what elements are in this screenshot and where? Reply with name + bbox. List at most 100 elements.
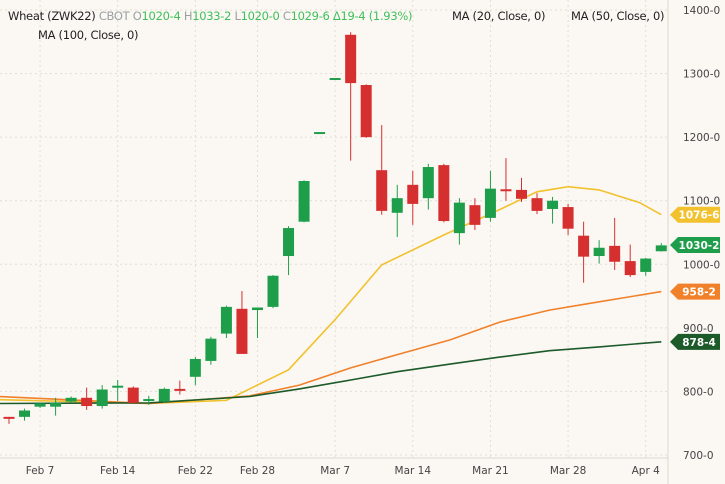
- candle: [422, 163, 434, 210]
- candle-body: [640, 258, 652, 272]
- y-tick-label: 700-0: [683, 450, 714, 462]
- candle-body: [515, 189, 527, 199]
- candle: [469, 198, 481, 230]
- x-tick-label: Mar 28: [550, 465, 587, 477]
- ma20-price-tag-text: 1076-6: [679, 210, 720, 222]
- low-label: L: [234, 9, 241, 23]
- candle: [50, 397, 62, 416]
- candle-body: [251, 307, 263, 311]
- candle: [189, 357, 201, 386]
- candle: [96, 385, 108, 409]
- candle-body: [593, 247, 605, 257]
- candle: [283, 226, 295, 276]
- ma100-legend[interactable]: MA (100, Close, 0): [38, 28, 139, 42]
- x-tick-label: Mar 21: [472, 465, 509, 477]
- x-tick-label: Mar 14: [395, 465, 432, 477]
- candle-body: [267, 275, 279, 307]
- open-value: 1020-4: [141, 9, 181, 23]
- low-value: 1020-0: [240, 9, 280, 23]
- x-tick-label: Apr 4: [632, 465, 661, 477]
- candle: [81, 387, 93, 410]
- last-price-tag: 1030-2: [670, 237, 720, 254]
- candle: [500, 158, 512, 201]
- candle: [251, 307, 263, 339]
- candle-body: [127, 387, 139, 403]
- candle-body: [438, 165, 450, 222]
- candle: [65, 396, 77, 403]
- last-price-tag-shape: [670, 237, 720, 254]
- candle: [19, 408, 31, 421]
- candle-body: [298, 181, 310, 222]
- candle: [236, 290, 248, 354]
- chart-legend: Wheat (ZWK22) CBOT O1020-4 H1033-2 L1020…: [8, 9, 412, 23]
- ma100-line: [0, 341, 662, 405]
- candle-body: [96, 389, 108, 407]
- candle-body: [158, 388, 170, 402]
- candle: [547, 196, 559, 224]
- candle: [640, 257, 652, 276]
- x-tick-label: Feb 7: [26, 465, 55, 477]
- ma20-line: [0, 185, 662, 405]
- ma20-legend[interactable]: MA (20, Close, 0): [452, 9, 546, 23]
- candle: [143, 395, 155, 405]
- candle-body: [547, 200, 559, 209]
- close-value: 1029-6: [290, 9, 330, 23]
- last-price-tag-text: 1030-2: [679, 240, 720, 252]
- candle: [298, 180, 310, 223]
- candle-body: [220, 306, 232, 334]
- y-tick-label: 1100-0: [683, 196, 720, 208]
- candle-body: [205, 338, 217, 361]
- candle-body: [112, 385, 124, 388]
- candle: [578, 221, 590, 283]
- y-tick-label: 800-0: [683, 386, 714, 398]
- x-tick-label: Feb 28: [240, 465, 275, 477]
- y-tick-label: 900-0: [683, 323, 714, 335]
- candle: [174, 380, 186, 395]
- close-label: C: [282, 9, 291, 23]
- exchange: CBOT: [98, 9, 130, 23]
- candle: [345, 32, 357, 161]
- candle-body: [376, 170, 388, 211]
- candle: [593, 240, 605, 264]
- ma100-price-tag-text: 878-4: [682, 337, 716, 349]
- candle-body: [81, 397, 93, 407]
- candle: [360, 84, 372, 138]
- symbol-name[interactable]: Wheat (ZWK22): [8, 9, 96, 23]
- candle: [438, 163, 450, 223]
- candle-body: [236, 308, 248, 354]
- candle-body: [189, 359, 201, 377]
- candle: [205, 336, 217, 365]
- candle-body: [360, 85, 372, 138]
- candle: [609, 217, 621, 271]
- x-tick-label: Mar 7: [320, 465, 350, 477]
- candle-body: [484, 188, 496, 218]
- y-tick-label: 1300-0: [683, 69, 720, 81]
- candle-body: [453, 202, 465, 234]
- candle: [391, 184, 403, 237]
- y-tick-label: 1400-0: [683, 5, 720, 17]
- candle: [655, 243, 667, 252]
- candle: [34, 402, 46, 408]
- candle-body: [578, 235, 590, 257]
- ma50-price-tag: 958-2: [670, 283, 720, 300]
- candle: [453, 198, 465, 245]
- candle-body: [65, 397, 77, 402]
- candle: [624, 244, 636, 277]
- candle-body: [624, 261, 636, 276]
- ma50-legend[interactable]: MA (50, Close, 0): [571, 9, 665, 23]
- open-label: O: [132, 9, 142, 23]
- candle: [407, 170, 419, 225]
- y-tick-label: 1200-0: [683, 132, 720, 144]
- candle-body: [407, 184, 419, 204]
- candle-body: [500, 189, 512, 192]
- candle-body: [19, 410, 31, 417]
- candle-body: [422, 167, 434, 199]
- ma100-price-tag: 878-4: [670, 333, 720, 350]
- candle-body: [609, 245, 621, 262]
- candle: [329, 78, 341, 81]
- high-label: H: [183, 9, 193, 23]
- candle-body: [469, 205, 481, 225]
- y-tick-label: 1000-0: [683, 259, 720, 271]
- candle-body: [345, 34, 357, 84]
- candle-body: [50, 402, 62, 407]
